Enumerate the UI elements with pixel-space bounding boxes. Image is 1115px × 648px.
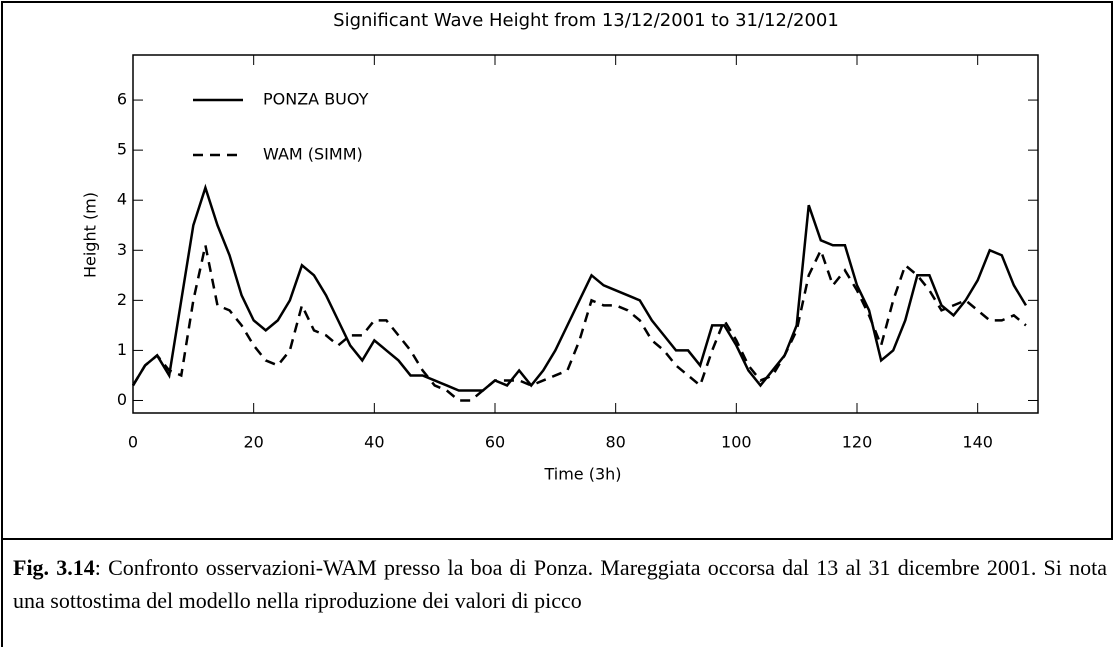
caption: Fig. 3.14: Confronto osservazioni-WAM pr… — [13, 551, 1107, 617]
x-tick-label: 80 — [605, 433, 625, 452]
chart-title: Significant Wave Height from 13/12/2001 … — [333, 10, 839, 31]
y-tick-label: 0 — [117, 390, 127, 409]
y-tick-label: 5 — [117, 140, 127, 159]
legend-label: WAM (SIMM) — [263, 145, 363, 164]
y-tick-label: 4 — [117, 190, 127, 209]
x-axis-label: Time (3h) — [543, 465, 621, 484]
y-tick-label: 2 — [117, 290, 127, 309]
x-tick-label: 60 — [485, 433, 505, 452]
y-tick-label: 6 — [117, 90, 127, 109]
y-axis-label: Height (m) — [81, 192, 100, 278]
caption-text: : Confronto osservazioni-WAM presso la b… — [13, 555, 1107, 613]
y-tick-label: 3 — [117, 240, 127, 259]
x-tick-label: 100 — [721, 433, 752, 452]
y-tick-label: 1 — [117, 340, 127, 359]
plot-frame — [132, 54, 1039, 414]
caption-label: Fig. 3.14 — [13, 555, 95, 580]
x-tick-label: 140 — [962, 433, 993, 452]
series-line — [131, 183, 1028, 392]
x-tick-label: 40 — [364, 433, 384, 452]
legend-label: PONZA BUOY — [263, 90, 369, 109]
x-tick-label: 120 — [842, 433, 873, 452]
x-tick-label: 20 — [243, 433, 263, 452]
series-line — [131, 244, 1027, 402]
x-tick-label: 0 — [128, 433, 138, 452]
chart-box: Significant Wave Height from 13/12/2001 … — [3, 3, 1113, 540]
chart: Significant Wave Height from 13/12/2001 … — [81, 10, 1039, 484]
